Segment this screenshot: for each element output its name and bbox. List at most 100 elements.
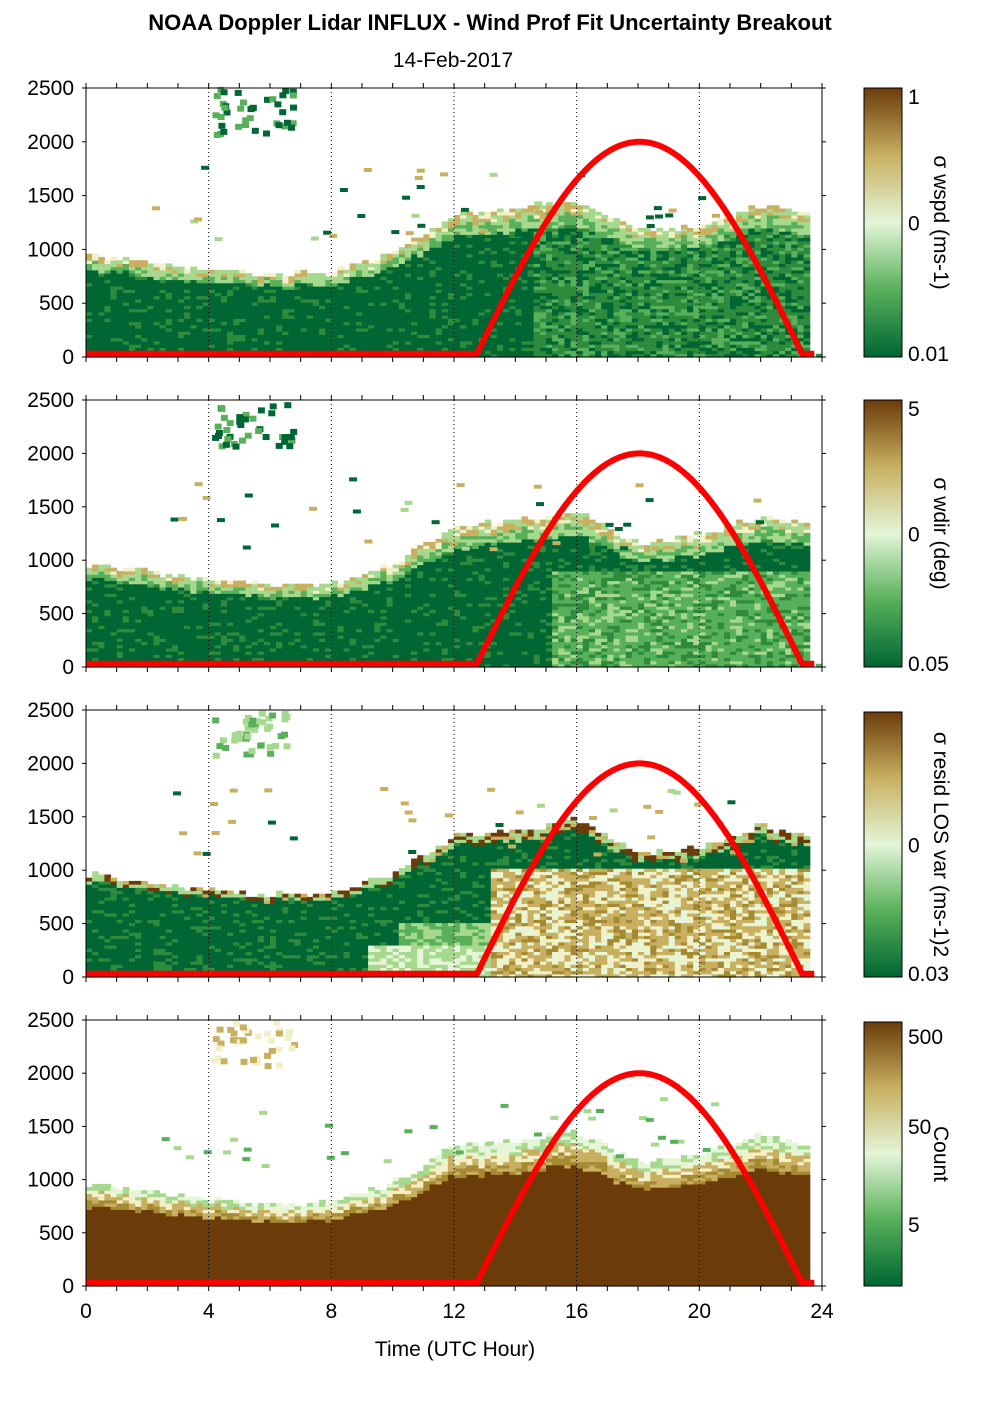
heatmap-cell: [490, 295, 498, 300]
heatmap-cell: [159, 315, 167, 319]
heatmap-cell: [447, 327, 455, 332]
heatmap-cell: [484, 321, 492, 326]
heatmap-cell: [595, 253, 602, 258]
heatmap-cell: [196, 292, 204, 297]
heatmap-cell: [171, 331, 179, 335]
heatmap-cell: [460, 295, 467, 300]
heatmap-cell: [423, 308, 430, 313]
heatmap-cell: [441, 289, 449, 293]
heatmap-cell: [398, 315, 406, 319]
heatmap-cell: [92, 311, 99, 316]
heatmap-cell: [576, 286, 584, 290]
heatmap-cell: [368, 269, 375, 274]
heatmap-cell: [521, 344, 529, 348]
heatmap-cell: [644, 344, 651, 348]
heatmap-cell: [184, 308, 191, 313]
heatmap-cell: [245, 289, 253, 293]
heatmap-cell: [533, 279, 541, 284]
heatmap-cell: [153, 311, 161, 316]
heatmap-cell: [552, 324, 559, 329]
heatmap-cell: [239, 305, 246, 310]
heatmap-cell: [251, 344, 259, 348]
heatmap-cell: [515, 318, 522, 323]
heatmap-cell: [165, 295, 173, 300]
heatmap-cell: [582, 340, 590, 345]
heatmap-cell: [92, 282, 99, 287]
heatmap-cell: [337, 337, 345, 342]
heatmap-cell: [496, 344, 504, 348]
heatmap-cell: [196, 282, 204, 287]
heatmap-cell: [349, 331, 357, 335]
heatmap-cell: [184, 269, 191, 274]
heatmap-cell: [533, 318, 541, 323]
heatmap-cell: [619, 253, 627, 258]
heatmap-cell: [343, 295, 351, 300]
heatmap-cell: [447, 292, 455, 297]
heatmap-cell: [533, 344, 541, 348]
heatmap-cell: [429, 298, 437, 303]
heatmap-cell: [533, 353, 541, 358]
heatmap-cell: [337, 347, 345, 352]
heatmap-cell: [435, 321, 443, 326]
heatmap-cell: [116, 305, 124, 310]
heatmap-cell: [86, 311, 93, 316]
heatmap-cell: [558, 234, 565, 239]
heatmap-cell: [625, 353, 633, 358]
heatmap-cell: [110, 334, 118, 339]
heatmap-cell: [294, 282, 302, 287]
heatmap-cell: [282, 321, 289, 326]
heatmap-cell: [607, 331, 614, 335]
heatmap-cell: [576, 350, 584, 355]
heatmap-cell: [220, 89, 228, 96]
heatmap-cell: [411, 282, 418, 287]
heatmap-cell: [141, 334, 148, 339]
heatmap-cell: [472, 266, 480, 271]
heatmap-cell: [490, 327, 498, 332]
y-tick-label: 500: [39, 292, 74, 315]
heatmap-cell: [417, 273, 424, 277]
heatmap-cell: [153, 295, 161, 300]
heatmap-cell: [429, 260, 437, 264]
heatmap-cell: [349, 298, 357, 303]
heatmap-cell: [386, 282, 394, 287]
heatmap-cell: [147, 269, 154, 274]
heatmap-cell: [349, 305, 357, 310]
heatmap-cell: [404, 244, 412, 248]
heatmap-cell: [478, 266, 486, 271]
heatmap-cell: [306, 324, 314, 329]
heatmap-cell: [104, 273, 112, 277]
y-tick-label: 0: [62, 346, 74, 369]
heatmap-cell: [165, 282, 173, 287]
heatmap-cell: [723, 260, 731, 264]
heatmap-cell: [539, 253, 547, 258]
heatmap-cell: [490, 237, 498, 242]
heatmap-cell: [595, 244, 602, 248]
heatmap-cell: [607, 253, 614, 258]
heatmap-cell: [619, 266, 627, 271]
heatmap-cell: [116, 289, 124, 293]
heatmap-cell: [92, 276, 99, 281]
heatmap-cell: [355, 334, 363, 339]
heatmap-cell: [539, 350, 547, 355]
heatmap-cell: [289, 92, 297, 99]
heatmap-cell: [306, 334, 314, 339]
heatmap-cell: [98, 292, 105, 297]
heatmap-cell: [429, 234, 437, 239]
heatmap-cell: [147, 263, 154, 268]
heatmap-cell: [98, 276, 105, 281]
heatmap-cell: [98, 324, 105, 329]
heatmap-cell: [147, 298, 154, 303]
heatmap-cell: [546, 205, 553, 210]
heatmap-cell: [582, 308, 590, 313]
heatmap-cell: [128, 324, 136, 329]
heatmap-cell: [546, 279, 553, 284]
heatmap-cell: [607, 237, 614, 242]
heatmap-cell: [447, 344, 455, 348]
heatmap-cell: [368, 266, 375, 271]
heatmap-cell: [484, 263, 492, 268]
heatmap-cell: [310, 236, 319, 241]
heatmap-cell: [245, 302, 253, 306]
heatmap-cell: [607, 292, 614, 297]
heatmap-cell: [423, 263, 430, 268]
heatmap-cell: [300, 324, 308, 329]
